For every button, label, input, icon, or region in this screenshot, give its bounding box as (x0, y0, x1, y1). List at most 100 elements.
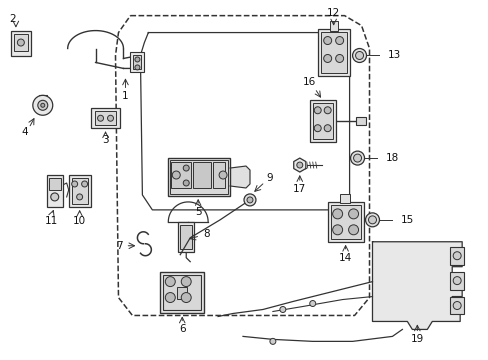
Circle shape (368, 216, 376, 224)
Text: 16: 16 (303, 77, 316, 87)
Text: 6: 6 (179, 324, 185, 334)
Text: 12: 12 (326, 8, 340, 18)
Text: 9: 9 (266, 173, 273, 183)
Circle shape (348, 209, 358, 219)
Circle shape (350, 151, 364, 165)
Circle shape (279, 306, 285, 312)
Text: 11: 11 (45, 216, 58, 226)
Circle shape (81, 181, 87, 187)
Circle shape (314, 125, 321, 132)
Circle shape (452, 276, 460, 285)
Bar (68, 175, 90, 207)
Bar (355, 117, 365, 125)
Bar (320, 32, 346, 73)
Bar (329, 21, 337, 31)
Bar (90, 108, 120, 128)
Circle shape (452, 302, 460, 310)
Bar (39, 95, 47, 105)
Circle shape (269, 338, 275, 345)
Text: 1: 1 (122, 91, 128, 101)
Bar (171, 162, 191, 188)
Circle shape (18, 39, 24, 46)
Bar (449, 297, 463, 315)
Circle shape (314, 107, 321, 114)
Circle shape (183, 180, 189, 186)
Text: 2: 2 (10, 14, 16, 24)
Circle shape (38, 100, 48, 110)
Text: 4: 4 (21, 127, 28, 137)
Text: 13: 13 (386, 50, 400, 60)
Bar (133, 55, 141, 69)
Circle shape (323, 37, 331, 45)
Circle shape (98, 115, 103, 121)
Circle shape (77, 194, 82, 200)
Bar (130, 53, 144, 72)
Circle shape (107, 115, 113, 121)
Circle shape (165, 293, 175, 302)
Circle shape (335, 37, 343, 45)
Text: 3: 3 (102, 135, 109, 145)
Text: 8: 8 (203, 229, 209, 239)
Circle shape (135, 65, 140, 70)
Circle shape (246, 197, 252, 203)
Text: 15: 15 (400, 215, 413, 225)
Circle shape (165, 276, 175, 287)
Bar (49, 178, 61, 190)
Bar (339, 194, 349, 203)
Circle shape (219, 171, 226, 179)
Circle shape (72, 181, 78, 187)
Circle shape (33, 95, 53, 115)
Bar (317, 28, 349, 76)
Circle shape (355, 51, 363, 59)
Bar (178, 222, 194, 252)
Circle shape (51, 193, 59, 201)
Bar (312, 103, 332, 139)
Text: 18: 18 (385, 153, 398, 163)
Bar (213, 162, 224, 188)
Bar (449, 272, 463, 289)
Bar (47, 175, 62, 207)
Circle shape (181, 276, 191, 287)
Text: 17: 17 (293, 184, 306, 194)
Bar (177, 287, 187, 298)
Text: 10: 10 (73, 216, 86, 226)
Circle shape (353, 154, 361, 162)
Bar (72, 178, 87, 204)
Circle shape (296, 162, 302, 168)
Circle shape (324, 125, 330, 132)
Circle shape (172, 171, 180, 179)
Text: 14: 14 (338, 253, 351, 263)
Circle shape (452, 252, 460, 260)
Bar (180, 225, 192, 249)
Bar (170, 160, 227, 194)
Circle shape (41, 103, 45, 107)
Text: 19: 19 (410, 334, 423, 345)
Bar (309, 100, 335, 142)
Circle shape (135, 57, 140, 62)
Circle shape (323, 54, 331, 62)
Circle shape (335, 54, 343, 62)
Polygon shape (372, 242, 461, 329)
Text: 5: 5 (195, 207, 201, 217)
Bar (168, 158, 229, 196)
Circle shape (332, 209, 342, 219)
Circle shape (324, 107, 330, 114)
Bar (327, 202, 363, 242)
Bar (11, 31, 31, 57)
Bar (193, 162, 211, 188)
Bar (449, 247, 463, 265)
Polygon shape (293, 158, 305, 172)
Circle shape (244, 194, 255, 206)
Circle shape (332, 225, 342, 235)
Text: 7: 7 (116, 241, 122, 251)
Circle shape (181, 293, 191, 302)
Bar (330, 205, 360, 239)
Bar (94, 111, 116, 125)
Polygon shape (229, 166, 249, 188)
Bar (160, 272, 203, 314)
Circle shape (309, 301, 315, 306)
Bar (14, 33, 28, 51)
Circle shape (348, 225, 358, 235)
Bar (163, 275, 201, 310)
Circle shape (183, 165, 189, 171)
